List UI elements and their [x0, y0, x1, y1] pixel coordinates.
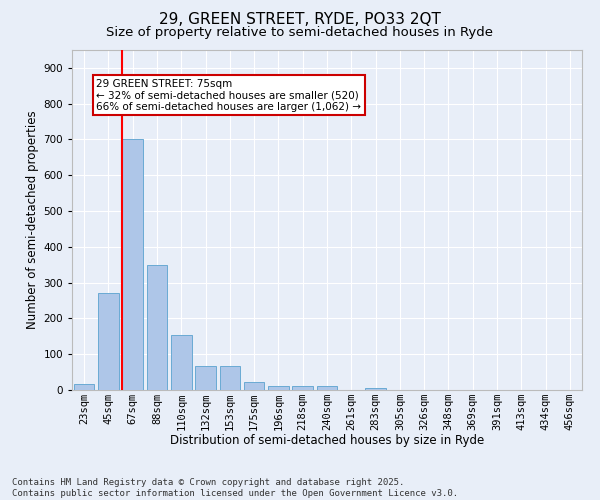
- Text: 29, GREEN STREET, RYDE, PO33 2QT: 29, GREEN STREET, RYDE, PO33 2QT: [159, 12, 441, 28]
- Bar: [268, 386, 289, 390]
- X-axis label: Distribution of semi-detached houses by size in Ryde: Distribution of semi-detached houses by …: [170, 434, 484, 448]
- Bar: [98, 294, 119, 390]
- Bar: [244, 382, 265, 390]
- Text: Contains HM Land Registry data © Crown copyright and database right 2025.
Contai: Contains HM Land Registry data © Crown c…: [12, 478, 458, 498]
- Y-axis label: Number of semi-detached properties: Number of semi-detached properties: [26, 110, 39, 330]
- Bar: [220, 366, 240, 390]
- Text: 29 GREEN STREET: 75sqm
← 32% of semi-detached houses are smaller (520)
66% of se: 29 GREEN STREET: 75sqm ← 32% of semi-det…: [96, 78, 361, 112]
- Bar: [122, 140, 143, 390]
- Bar: [317, 386, 337, 390]
- Bar: [365, 388, 386, 390]
- Bar: [171, 334, 191, 390]
- Bar: [195, 366, 216, 390]
- Text: Size of property relative to semi-detached houses in Ryde: Size of property relative to semi-detach…: [107, 26, 493, 39]
- Bar: [146, 264, 167, 390]
- Bar: [74, 384, 94, 390]
- Bar: [292, 386, 313, 390]
